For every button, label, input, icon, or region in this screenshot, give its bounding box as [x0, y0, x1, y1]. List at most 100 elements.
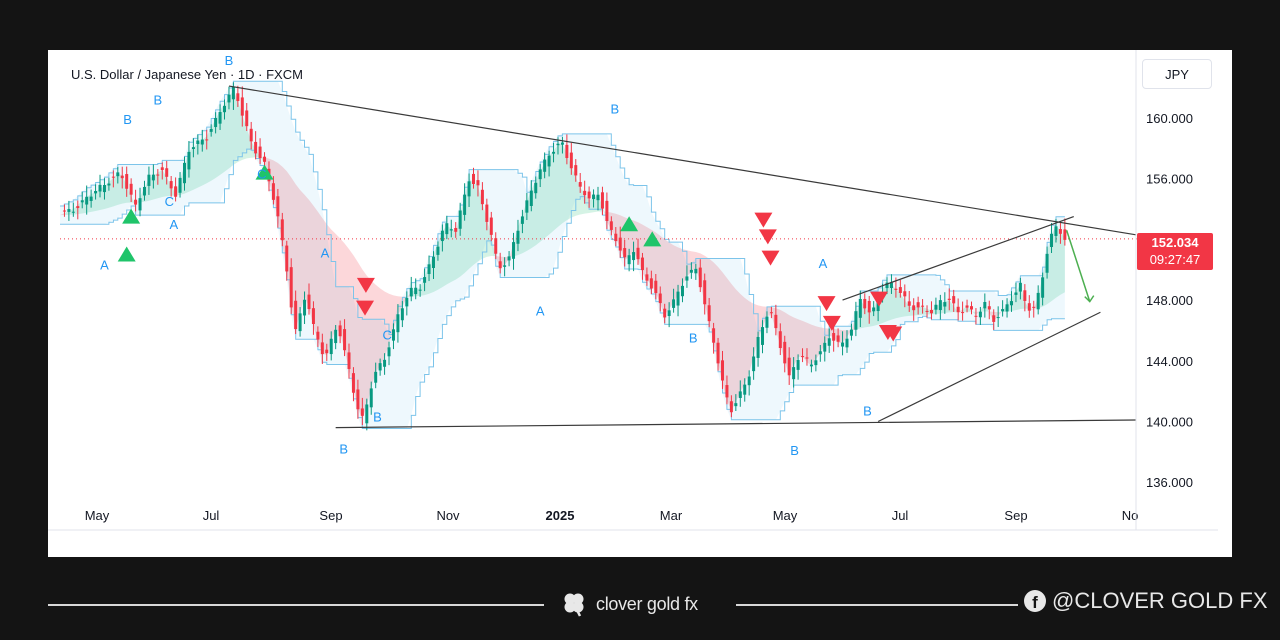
- candle-body: [907, 301, 911, 306]
- buy-signal: [643, 231, 662, 247]
- candle-body: [383, 359, 387, 367]
- wave-label: B: [863, 403, 872, 418]
- y-tick-label: 140.000: [1146, 415, 1193, 430]
- trendline-upper-descending: [228, 85, 1137, 236]
- candle-body: [1041, 277, 1045, 298]
- candle-body: [476, 180, 480, 186]
- candle-body: [480, 189, 484, 205]
- candle-body: [472, 173, 476, 184]
- candle-body: [1032, 306, 1036, 308]
- candle-body: [205, 139, 209, 141]
- candle-body: [191, 147, 195, 149]
- candle-body: [498, 261, 502, 269]
- candle-body: [1063, 229, 1067, 240]
- y-tick-label: 160.000: [1146, 111, 1193, 126]
- trendline-lower-support: [335, 419, 1137, 429]
- candle-body: [818, 351, 822, 355]
- candle-body: [307, 294, 311, 310]
- candle-body: [872, 307, 876, 312]
- candle-body: [952, 296, 956, 304]
- candle-body: [71, 211, 75, 213]
- candle-body: [467, 181, 471, 197]
- trendline-wedge-lower: [877, 311, 1101, 423]
- clover-icon: [564, 593, 584, 617]
- candle-body: [102, 185, 106, 193]
- candle-body: [987, 306, 991, 310]
- x-tick-label: May: [773, 508, 798, 523]
- bullish-cloud: [962, 306, 976, 316]
- candle-body: [1036, 292, 1040, 310]
- candle-body: [151, 174, 155, 181]
- candle-body: [431, 256, 435, 268]
- candle-body: [543, 159, 547, 172]
- bearish-cloud: [975, 310, 981, 316]
- candle-body: [134, 199, 138, 205]
- candle-body: [303, 299, 307, 316]
- y-tick-label: 136.000: [1146, 475, 1193, 490]
- candle-body: [587, 191, 591, 199]
- sell-signal: [356, 277, 375, 293]
- candle-body: [436, 246, 440, 255]
- candle-body: [1023, 290, 1027, 301]
- wave-label: B: [373, 410, 382, 425]
- candle-body: [414, 287, 418, 295]
- candle-body: [645, 274, 649, 281]
- x-tick-label: Mar: [660, 508, 683, 523]
- candle-body: [752, 356, 756, 372]
- candle-body: [534, 182, 538, 194]
- candle-body: [636, 247, 640, 260]
- facebook-icon: f: [1024, 590, 1046, 612]
- candle-body: [832, 333, 836, 341]
- chart-svg: ABBCABCABCBABBABB160.000156.000148.00014…: [48, 50, 1218, 531]
- candle-body: [1027, 303, 1031, 311]
- candle-body: [94, 190, 98, 194]
- candle-body: [854, 311, 858, 330]
- candle-body: [240, 97, 244, 116]
- candle-body: [934, 304, 938, 310]
- candle-body: [169, 181, 173, 189]
- candle-body: [463, 194, 467, 215]
- x-tick-label: Nov: [436, 508, 460, 523]
- candle-body: [578, 182, 582, 187]
- candle-body: [841, 342, 845, 347]
- x-tick-label: Jul: [892, 508, 909, 523]
- candle-body: [454, 227, 458, 232]
- candle-body: [560, 142, 564, 145]
- footer-rule-left: [48, 604, 544, 606]
- candle-body: [965, 305, 969, 308]
- candle-body: [529, 190, 533, 206]
- candle-body: [889, 282, 893, 289]
- candle-body: [978, 311, 982, 318]
- y-tick-label: 148.000: [1146, 293, 1193, 308]
- candle-body: [289, 267, 293, 308]
- candle-body: [107, 183, 111, 186]
- wave-label: C: [383, 328, 392, 343]
- candle-body: [547, 155, 551, 167]
- candle-body: [792, 367, 796, 380]
- candle-body: [912, 305, 916, 311]
- candle-body: [67, 209, 71, 212]
- candle-body: [712, 328, 716, 343]
- last-price: 152.034: [1151, 235, 1199, 250]
- last-price-tag: 152.034 09:27:47: [1137, 233, 1213, 270]
- candle-body: [876, 300, 880, 312]
- candle-body: [943, 302, 947, 307]
- candle-body: [285, 245, 289, 272]
- social-handle-group[interactable]: f @CLOVER GOLD FX: [1024, 588, 1268, 614]
- candle-body: [338, 325, 342, 337]
- candle-body: [129, 183, 133, 195]
- sell-signal: [817, 296, 836, 312]
- candle-body: [236, 93, 240, 102]
- sell-signal: [761, 250, 780, 266]
- candle-body: [320, 342, 324, 355]
- candle-body: [698, 267, 702, 288]
- candle-body: [685, 276, 689, 281]
- candle-body: [983, 301, 987, 309]
- candle-body: [903, 291, 907, 297]
- candle-body: [516, 230, 520, 244]
- channel-lower: [60, 148, 1065, 429]
- candle-body: [512, 242, 516, 259]
- currency-badge[interactable]: JPY: [1142, 59, 1212, 89]
- footer: clover gold fx f @CLOVER GOLD FX: [0, 580, 1280, 630]
- candle-body: [694, 268, 698, 274]
